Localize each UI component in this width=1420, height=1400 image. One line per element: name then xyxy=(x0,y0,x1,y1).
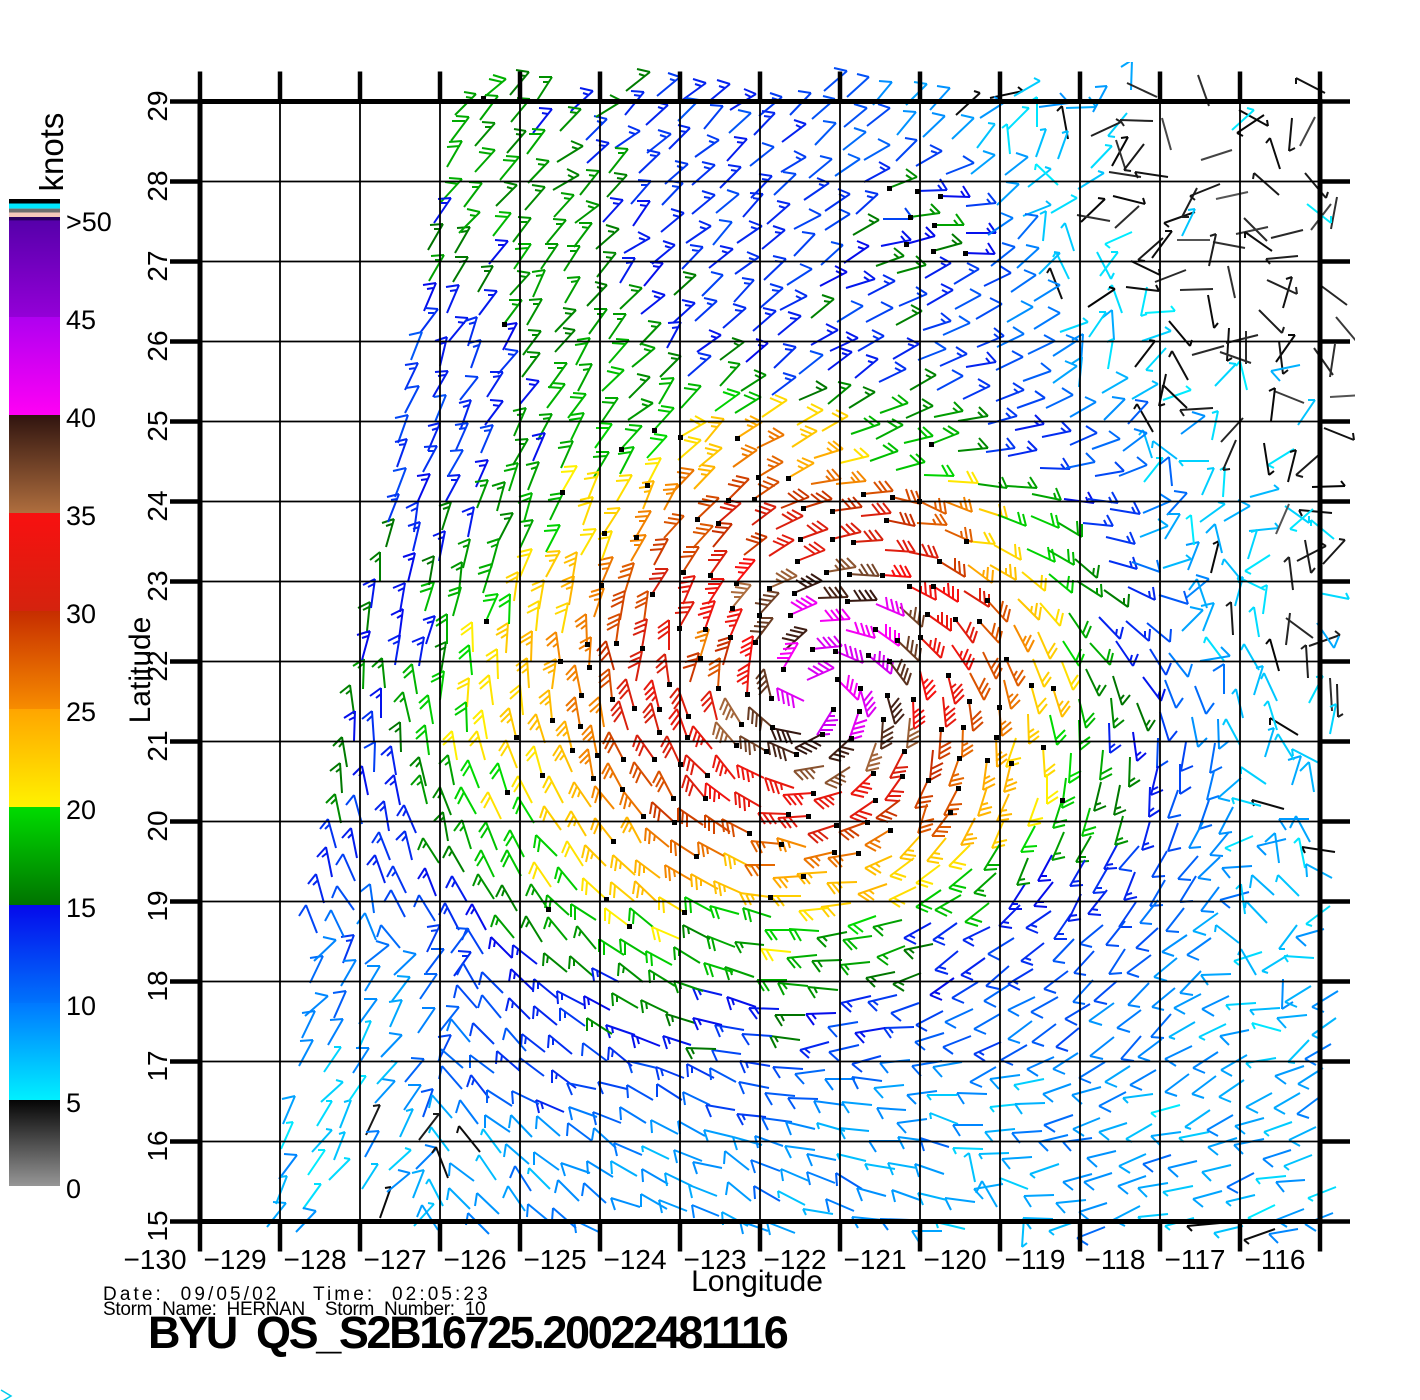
svg-text:Date: 09/05/02 Time: 02:0: Date: 09/05/02 Time: 02:05:23 xyxy=(103,1284,491,1305)
svg-text:knots: knots xyxy=(33,113,70,192)
svg-text:16: 16 xyxy=(142,1130,173,1161)
svg-text:−123: −123 xyxy=(683,1244,746,1275)
svg-text:−127: −127 xyxy=(363,1244,426,1275)
svg-text:30: 30 xyxy=(66,599,96,629)
svg-text:15: 15 xyxy=(142,1210,173,1241)
svg-text:17: 17 xyxy=(142,1050,173,1081)
svg-text:−118: −118 xyxy=(1085,1244,1146,1275)
svg-text:BYU QS_S2B16725.20022481116: BYU QS_S2B16725.20022481116 xyxy=(148,1307,788,1358)
svg-text:Longitude: Longitude xyxy=(691,1265,823,1298)
svg-text:45: 45 xyxy=(66,305,96,335)
svg-text:−129: −129 xyxy=(203,1244,266,1275)
svg-text:25: 25 xyxy=(66,697,96,727)
svg-text:5: 5 xyxy=(66,1088,81,1118)
svg-text:−126: −126 xyxy=(443,1244,506,1275)
svg-text:−124: −124 xyxy=(603,1244,666,1275)
svg-text:18: 18 xyxy=(142,970,173,1001)
svg-text:28: 28 xyxy=(142,170,173,201)
svg-text:−130: −130 xyxy=(123,1244,186,1275)
svg-text:19: 19 xyxy=(142,890,173,921)
svg-text:−125: −125 xyxy=(523,1244,586,1275)
svg-text:20: 20 xyxy=(142,810,173,841)
svg-text:15: 15 xyxy=(66,893,96,923)
svg-text:Latitude: Latitude xyxy=(124,617,157,724)
svg-text:0: 0 xyxy=(66,1174,81,1204)
svg-text:−122: −122 xyxy=(763,1244,826,1275)
svg-text:>50: >50 xyxy=(66,207,112,237)
svg-text:−128: −128 xyxy=(283,1244,346,1275)
svg-text:35: 35 xyxy=(66,501,96,531)
svg-text:20: 20 xyxy=(66,795,96,825)
svg-text:Storm Name: HERNAN Storm: Storm Name: HERNAN Storm Number: 10 xyxy=(103,1299,485,1320)
svg-text:−119: −119 xyxy=(1005,1244,1066,1275)
svg-text:−117: −117 xyxy=(1165,1244,1226,1275)
svg-text:−116: −116 xyxy=(1245,1244,1306,1275)
svg-text:23: 23 xyxy=(142,570,173,601)
svg-text:−121: −121 xyxy=(843,1244,906,1275)
svg-text:10: 10 xyxy=(66,991,96,1021)
svg-text:26: 26 xyxy=(142,330,173,361)
svg-text:40: 40 xyxy=(66,403,96,433)
svg-text:22: 22 xyxy=(142,650,173,681)
svg-text:24: 24 xyxy=(142,490,173,521)
svg-text:25: 25 xyxy=(142,410,173,441)
svg-text:−120: −120 xyxy=(923,1244,986,1275)
svg-text:27: 27 xyxy=(142,250,173,281)
svg-text:29: 29 xyxy=(142,90,173,121)
svg-text:21: 21 xyxy=(142,730,173,761)
